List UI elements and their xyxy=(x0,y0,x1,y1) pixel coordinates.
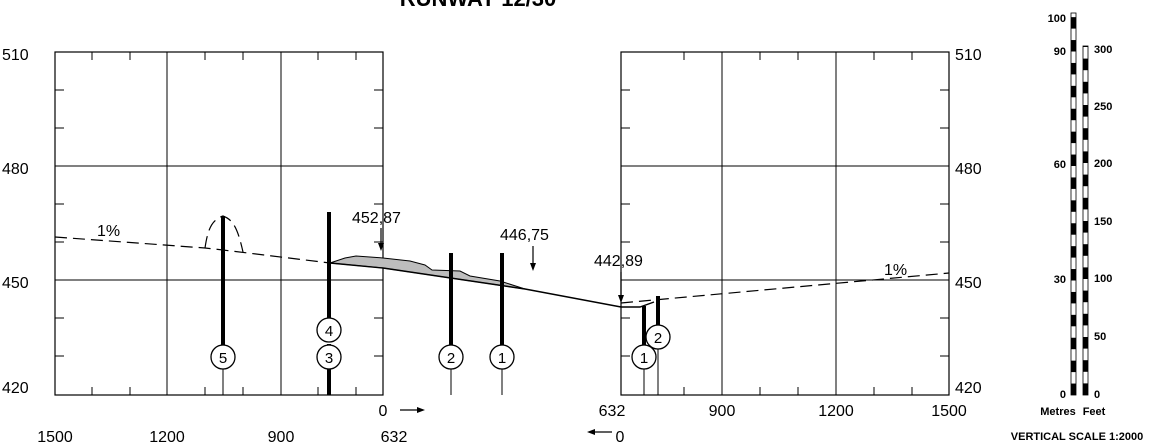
x-label-1200-left: 1200 xyxy=(149,429,185,446)
x-label-1200-right: 1200 xyxy=(818,403,854,420)
x-label-900-right: 900 xyxy=(709,403,736,420)
scale-bar-segment xyxy=(1083,197,1088,210)
scale-feet-200: 200 xyxy=(1094,158,1112,170)
obstacle-markers-left: 5 4 3 2 1 xyxy=(210,317,515,370)
elevation-452-87: 452,87 xyxy=(352,210,401,227)
scale-bar-segment xyxy=(1083,221,1088,233)
scale-bar-metres xyxy=(1070,12,1077,396)
diagram-title: RUNWAY 12/30 xyxy=(400,0,557,11)
scale-metres-30: 30 xyxy=(1054,274,1066,286)
scale-bar-segment xyxy=(1071,17,1076,29)
slope-label-left: 1% xyxy=(97,223,120,240)
scale-bar-segment xyxy=(1071,40,1076,52)
obstacle-marker-3: 3 xyxy=(325,350,333,367)
obstacle-marker-4: 4 xyxy=(325,323,333,340)
distance-labels: 1500 1200 900 0 632 632 0 900 1200 1500 xyxy=(37,403,967,446)
obstacle-marker-5: 5 xyxy=(219,350,227,367)
scale-bar-segment xyxy=(1071,246,1076,258)
y-label-450-left: 450 xyxy=(2,275,29,292)
scale-metres-0: 0 xyxy=(1060,389,1066,401)
scale-bar-segment xyxy=(1083,337,1088,349)
obstacles-right xyxy=(642,296,660,395)
scale-bar-segment xyxy=(1083,151,1088,163)
scale-bar-segment xyxy=(1083,360,1088,372)
scale-bar-feet xyxy=(1082,45,1089,396)
scale-bar-segment xyxy=(1071,337,1076,350)
scale-bar-segment xyxy=(1071,383,1076,395)
scale-bar-segment xyxy=(1083,81,1088,94)
obstacle-marker-right-1: 1 xyxy=(640,350,648,367)
scale-feet-100: 100 xyxy=(1094,273,1112,285)
scale-bar-segment xyxy=(1071,154,1076,166)
scale-bar-segment xyxy=(1071,360,1076,373)
obstacle-markers-right: 1 2 xyxy=(631,324,671,370)
scale-bar-segment xyxy=(1071,108,1076,121)
distance-end-label: 0 xyxy=(616,429,625,446)
scale-bar-segment xyxy=(1083,383,1088,395)
scale-bar-segment xyxy=(1083,58,1088,71)
scale-bar-segment xyxy=(1071,291,1076,304)
y-label-510-right: 510 xyxy=(955,47,982,64)
y-label-450-right: 450 xyxy=(955,275,982,292)
scale-metres-60: 60 xyxy=(1054,159,1066,171)
scale-bar-segment xyxy=(1071,62,1076,75)
obstacle-marker-right-2: 2 xyxy=(654,330,662,347)
scale-bar-segment xyxy=(1083,313,1088,326)
scale-feet-250: 250 xyxy=(1094,101,1112,113)
scale-bar-segment xyxy=(1071,223,1076,235)
obstacle-marker-1: 1 xyxy=(498,350,506,367)
y-label-480-right: 480 xyxy=(955,161,982,178)
scale-caption: VERTICAL SCALE 1:2000 xyxy=(1011,431,1143,443)
scale-bar-segment xyxy=(1071,314,1076,327)
x-label-632-right: 632 xyxy=(599,403,626,420)
distance-632-left: 632 xyxy=(381,429,408,446)
obstacles-left xyxy=(221,212,504,395)
elevation-446-75: 446,75 xyxy=(500,227,549,244)
scale-feet-50: 50 xyxy=(1094,331,1106,343)
scale-feet-label: Feet xyxy=(1083,406,1106,418)
scale-metres-label: Metres xyxy=(1040,406,1075,418)
y-label-420-left: 420 xyxy=(2,380,29,397)
right-y-axis-labels: 510 480 450 420 xyxy=(955,47,982,397)
elevation-442-89: 442,89 xyxy=(594,253,643,270)
scale-bar-segment xyxy=(1071,269,1076,281)
slope-label-right: 1% xyxy=(884,262,907,279)
direction-arrows xyxy=(400,407,612,435)
scale-bar-segment xyxy=(1083,128,1088,140)
scale-bar-segment xyxy=(1083,174,1088,187)
scale-metres-90: 90 xyxy=(1054,46,1066,58)
x-label-900-left: 900 xyxy=(268,429,295,446)
scale-metres-100: 100 xyxy=(1048,13,1066,25)
scale-bar-segment xyxy=(1083,244,1088,256)
y-label-420-right: 420 xyxy=(955,380,982,397)
scale-bar-segment xyxy=(1083,46,1088,47)
scale-bar-segment xyxy=(1083,105,1088,117)
distance-start-label: 0 xyxy=(379,403,388,420)
scale-bar-segment xyxy=(1071,177,1076,189)
elevation-annotations: 452,87 446,75 442,89 xyxy=(352,210,643,303)
scale-feet-150: 150 xyxy=(1094,216,1112,228)
y-label-480-left: 480 xyxy=(2,161,29,178)
x-label-1500-right: 1500 xyxy=(931,403,967,420)
right-panel-grid xyxy=(620,51,950,396)
scale-feet-0: 0 xyxy=(1094,389,1100,401)
scale-bar-segment xyxy=(1083,267,1088,279)
obstacle-marker-2: 2 xyxy=(447,350,455,367)
scale-bar-segment xyxy=(1083,290,1088,303)
left-y-axis-labels: 510 480 450 420 xyxy=(2,47,29,397)
x-label-1500-left: 1500 xyxy=(37,429,73,446)
scale-feet-300: 300 xyxy=(1094,44,1112,56)
scale-bar-segment xyxy=(1071,131,1076,144)
scale-bar-segment xyxy=(1071,200,1076,212)
vertical-scale: 100 90 60 30 0 300 250 200 150 100 50 0 … xyxy=(1011,12,1143,443)
scale-bar-segment xyxy=(1071,85,1076,98)
y-label-510-left: 510 xyxy=(2,47,29,64)
